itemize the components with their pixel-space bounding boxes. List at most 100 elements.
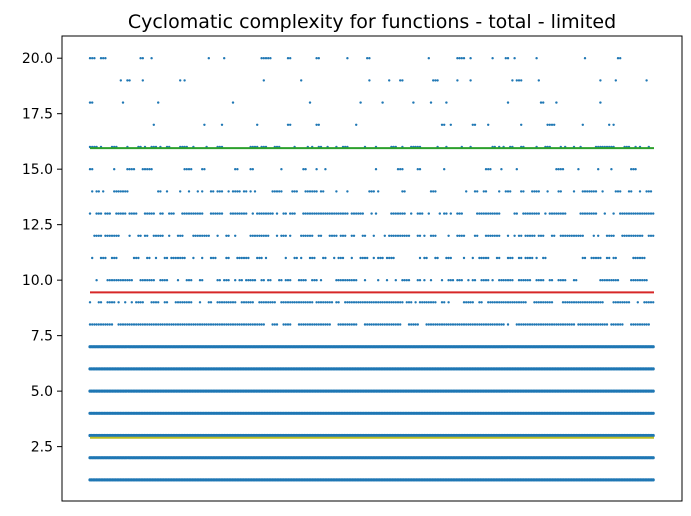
point [374, 212, 378, 215]
point [630, 234, 633, 237]
point [561, 279, 565, 282]
point [632, 279, 635, 282]
point [319, 323, 323, 326]
point [339, 212, 342, 215]
point [649, 212, 653, 215]
point [308, 256, 312, 260]
point [240, 279, 243, 282]
point [209, 323, 213, 326]
point [253, 234, 257, 237]
point [467, 323, 470, 326]
point [124, 190, 127, 193]
point [445, 323, 448, 326]
point [597, 323, 600, 326]
point [592, 301, 595, 304]
point [456, 79, 459, 82]
y-tick-label: 15.0 [22, 162, 53, 178]
point [445, 256, 448, 260]
point [612, 234, 615, 237]
point [407, 301, 411, 304]
point [509, 256, 512, 260]
point [344, 279, 347, 282]
point [152, 323, 155, 326]
point [148, 168, 151, 171]
point [181, 301, 184, 304]
point [517, 301, 521, 304]
point [465, 190, 468, 193]
point [269, 279, 272, 282]
point [289, 301, 292, 304]
point [526, 234, 529, 237]
point [557, 190, 560, 193]
point [651, 367, 655, 371]
point [363, 256, 367, 260]
point [359, 212, 362, 215]
series-level-5 [88, 389, 655, 393]
point [511, 79, 514, 82]
point [601, 279, 604, 282]
point [363, 301, 367, 304]
point [586, 301, 589, 304]
point [341, 256, 345, 260]
point [366, 323, 369, 326]
point [295, 256, 298, 260]
point [322, 323, 325, 326]
point [487, 234, 490, 237]
point [641, 323, 644, 326]
point [88, 323, 92, 326]
point [432, 323, 435, 326]
point [537, 234, 540, 237]
point [240, 301, 243, 304]
point [460, 234, 463, 237]
point [515, 323, 518, 326]
point [583, 323, 587, 326]
point [229, 323, 232, 326]
point [231, 101, 235, 104]
point [535, 323, 538, 326]
point [295, 301, 298, 304]
point [572, 279, 576, 282]
point [502, 279, 505, 282]
point [278, 190, 281, 193]
point [286, 323, 290, 326]
point [504, 190, 507, 193]
point [350, 212, 353, 215]
point [649, 301, 653, 304]
point [559, 234, 562, 237]
point [557, 168, 560, 171]
point [275, 323, 279, 326]
point [260, 279, 263, 282]
point [113, 256, 116, 260]
point [130, 279, 133, 282]
point [500, 301, 503, 304]
point [542, 234, 545, 237]
point [108, 301, 112, 304]
point [157, 234, 160, 237]
point [214, 323, 217, 326]
point [148, 323, 151, 326]
point [289, 212, 292, 215]
point [300, 279, 303, 282]
point [401, 301, 404, 304]
point [649, 190, 653, 193]
point [251, 234, 254, 237]
point [225, 256, 228, 260]
point [383, 234, 386, 237]
point [548, 279, 551, 282]
point [533, 323, 536, 326]
point [583, 57, 587, 60]
point [253, 190, 257, 193]
point [190, 279, 193, 282]
point [181, 256, 184, 260]
point [575, 234, 578, 237]
point [121, 101, 125, 104]
point [553, 234, 556, 237]
point [601, 301, 604, 304]
point [284, 256, 287, 260]
point [647, 190, 650, 193]
point [434, 190, 437, 193]
point [421, 301, 424, 304]
point [187, 323, 191, 326]
point [535, 256, 538, 260]
point [253, 279, 257, 282]
